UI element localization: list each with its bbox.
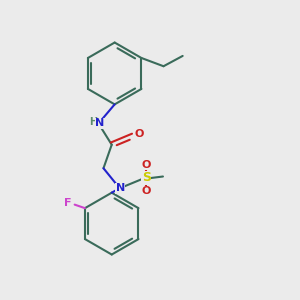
Text: F: F bbox=[64, 198, 72, 208]
Text: N: N bbox=[116, 183, 125, 193]
Text: H: H bbox=[89, 117, 97, 127]
Text: N: N bbox=[95, 118, 105, 128]
Text: S: S bbox=[142, 172, 151, 184]
Text: O: O bbox=[142, 160, 151, 170]
Text: O: O bbox=[142, 186, 151, 196]
Text: O: O bbox=[135, 129, 144, 140]
